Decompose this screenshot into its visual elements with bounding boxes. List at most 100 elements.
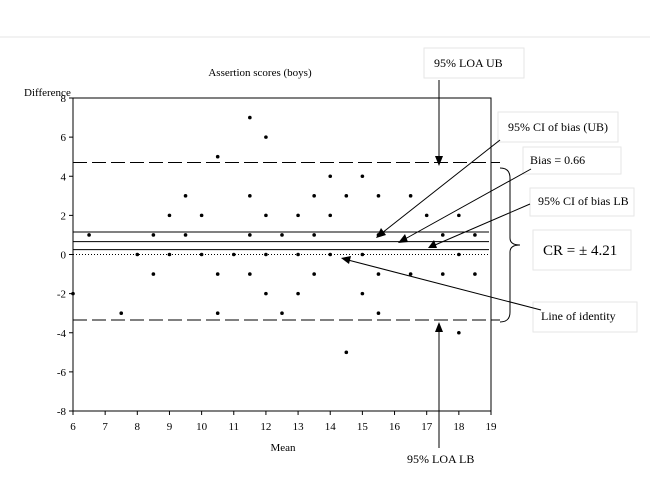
loa-lb-arrowhead [435, 322, 443, 332]
data-point [248, 194, 252, 198]
data-point [151, 272, 156, 276]
y-tick-label: -6 [57, 367, 67, 379]
identity-annotation: Line of identity [541, 309, 616, 323]
data-point [231, 252, 236, 257]
data-point [440, 272, 445, 276]
data-point [167, 213, 172, 218]
data-point [408, 194, 413, 198]
x-tick-label: 10 [196, 421, 208, 433]
data-point [296, 213, 300, 218]
y-tick-label: -4 [57, 328, 67, 340]
ci-bias-lb-arrow [434, 203, 531, 246]
data-point [408, 272, 413, 276]
data-point [183, 233, 188, 237]
x-tick-label: 15 [357, 421, 369, 433]
x-tick-label: 8 [135, 421, 141, 433]
data-point [87, 233, 91, 237]
ci-bias-ub-arrow [381, 139, 501, 234]
y-tick-label: 2 [61, 210, 67, 222]
chart-title: Assertion scores (boys) [208, 67, 312, 79]
identity-arrowhead [341, 256, 351, 264]
cr-brace [499, 167, 521, 323]
x-tick-label: 7 [102, 421, 108, 433]
x-tick-label: 6 [70, 421, 76, 433]
identity-arrow [347, 259, 542, 311]
identity-annotation-box [532, 301, 638, 333]
x-tick-label: 16 [389, 421, 401, 433]
data-point [376, 194, 381, 198]
data-points [71, 115, 477, 355]
data-point [199, 213, 204, 218]
x-tick-label: 12 [260, 421, 271, 433]
bias-annotation-box [522, 146, 622, 175]
data-point [135, 252, 140, 257]
data-point [71, 291, 75, 296]
data-point [264, 213, 268, 218]
data-point [473, 272, 477, 276]
loa-ub-annotation: 95% LOA UB [434, 56, 503, 70]
data-point [312, 194, 316, 198]
x-tick-label: 19 [486, 421, 498, 433]
ci-bias-lb-annotation-box [529, 187, 635, 217]
y-tick-label: -2 [57, 289, 66, 301]
y-tick-label: -8 [57, 406, 67, 418]
data-point [215, 272, 220, 276]
data-point [344, 350, 349, 355]
x-axis-ticks: 6 7 8 9 10 11 12 13 14 15 16 17 18 19 [70, 411, 497, 433]
cr-annotation: CR = ± 4.21 [543, 243, 617, 259]
cr-annotation-box [532, 229, 632, 271]
data-point [344, 194, 349, 198]
data-point [296, 252, 300, 257]
x-tick-label: 13 [293, 421, 305, 433]
x-tick-label: 9 [167, 421, 173, 433]
data-point [167, 252, 172, 257]
data-point [328, 174, 333, 179]
data-point [151, 233, 156, 237]
reference-lines [73, 162, 500, 321]
data-point [457, 330, 461, 335]
y-tick-label: 8 [61, 93, 67, 105]
loa-ub-arrowhead [435, 156, 443, 166]
data-point [248, 115, 252, 120]
data-point [312, 272, 316, 276]
data-point [248, 272, 252, 276]
ci-bias-ub-annotation: 95% CI of bias (UB) [508, 120, 608, 134]
data-point [457, 213, 461, 218]
x-tick-label: 18 [453, 421, 465, 433]
data-point [457, 252, 461, 257]
data-point [328, 213, 333, 218]
loa-ub-annotation-box [423, 47, 525, 79]
data-point [215, 154, 220, 159]
y-axis-ticks: -8 -6 -4 -2 0 2 4 6 8 [57, 93, 73, 418]
data-point [264, 291, 268, 296]
data-point [376, 272, 381, 276]
data-point [376, 311, 381, 315]
data-point [328, 252, 333, 257]
bias-arrowhead [398, 234, 408, 243]
ci-bias-lb-annotation: 95% CI of bias LB [538, 194, 629, 208]
ci-bias-ub-annotation-box [497, 111, 619, 143]
y-tick-label: 4 [61, 171, 67, 183]
y-axis-label: Difference [24, 87, 71, 99]
data-point [473, 233, 477, 237]
data-point [424, 213, 429, 218]
data-point [264, 252, 268, 257]
data-point [360, 174, 365, 179]
data-point [248, 233, 252, 237]
x-tick-label: 11 [228, 421, 239, 433]
y-tick-label: 6 [61, 132, 67, 144]
data-point [440, 233, 445, 237]
data-point [312, 233, 316, 237]
data-point [280, 311, 284, 315]
data-point [296, 291, 300, 296]
y-tick-label: 0 [61, 250, 67, 262]
data-point [360, 252, 365, 257]
ci-bias-ub-arrowhead [376, 228, 386, 238]
x-tick-label: 14 [325, 421, 337, 433]
x-axis-label: Mean [270, 442, 296, 454]
data-point [360, 291, 365, 296]
data-point [199, 252, 204, 257]
bias-arrow [404, 168, 532, 240]
annotation-arrows [341, 80, 542, 448]
